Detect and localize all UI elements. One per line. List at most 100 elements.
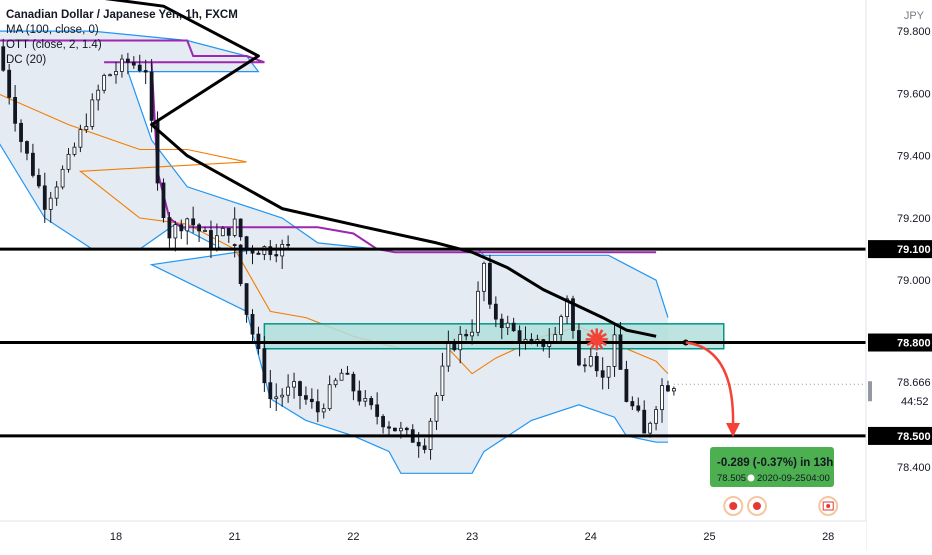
candle-body xyxy=(197,224,201,232)
candle-body xyxy=(108,74,112,77)
candle-body xyxy=(416,441,421,447)
candle-body xyxy=(262,348,267,384)
candle-body xyxy=(131,61,136,66)
projection-time-text: 04:00 xyxy=(806,473,830,484)
candle-body xyxy=(339,372,344,381)
projection-arrowhead-icon xyxy=(726,423,740,437)
chart-legend: Canadian Dollar / Japanese Yen, 1h, FXCM… xyxy=(6,8,238,68)
candle-body xyxy=(90,99,95,127)
candle-body xyxy=(238,244,243,285)
candle-body xyxy=(232,218,237,236)
ma-line xyxy=(104,0,657,338)
candle-body xyxy=(226,227,231,236)
symbol-title[interactable]: Canadian Dollar / Japanese Yen, 1h, FXCM xyxy=(6,9,238,21)
candle-body xyxy=(505,322,510,329)
candle-body xyxy=(351,373,356,392)
event-dot xyxy=(729,502,738,510)
candle-body xyxy=(387,426,391,429)
candle-body xyxy=(315,401,320,413)
candle-body xyxy=(256,252,261,255)
candle-body xyxy=(48,197,53,210)
candle-body xyxy=(434,395,439,422)
level-price-tag xyxy=(868,333,932,352)
candle-body xyxy=(173,224,178,239)
projection-box-bg xyxy=(710,447,834,487)
candle-body xyxy=(298,381,302,397)
candle-body xyxy=(363,398,368,402)
candle-body xyxy=(624,369,629,402)
price-tick-label: 78.400 xyxy=(897,462,931,474)
candle-body xyxy=(327,384,332,410)
candle-body xyxy=(612,334,617,367)
candle-body xyxy=(304,395,308,400)
candle-body xyxy=(422,445,427,450)
candle-body xyxy=(66,153,71,170)
countdown-label: 44:52 xyxy=(901,396,929,408)
time-axis-bg xyxy=(0,521,866,550)
candle-body xyxy=(493,303,498,320)
canada-flag-event-icon[interactable] xyxy=(818,496,839,516)
last-price-label: 78.666 xyxy=(897,377,931,389)
candle-body xyxy=(220,227,225,237)
candle-body xyxy=(333,379,338,386)
candle-body xyxy=(60,168,65,188)
price-tick-label: 79.800 xyxy=(897,26,931,38)
candle-body xyxy=(446,341,451,367)
ott-indicator-label[interactable]: OTT (close, 2, 1.4) xyxy=(6,39,102,51)
candle-body xyxy=(36,174,41,187)
time-tick-label: 23 xyxy=(466,531,478,543)
candle-body xyxy=(161,182,166,218)
candle-body xyxy=(671,388,676,392)
projection-box[interactable]: -0.289 (-0.37%) in 13h 78.505 2020-09-25 04… xyxy=(710,447,834,487)
candle-body xyxy=(309,398,314,403)
clock-icon xyxy=(747,474,755,482)
candle-body xyxy=(440,365,445,396)
ma-indicator-label[interactable]: MA (100, close, 0) xyxy=(6,24,99,36)
candle-body xyxy=(268,382,273,399)
candle-body xyxy=(375,404,380,417)
candle-body xyxy=(286,386,291,396)
candle-body xyxy=(280,394,285,398)
level-price-tag xyxy=(868,240,932,259)
price-tick-label: 79.000 xyxy=(897,275,931,287)
event-dot xyxy=(752,502,761,510)
candle-body xyxy=(511,322,516,332)
candle-body xyxy=(630,401,635,407)
candle-body xyxy=(606,365,611,378)
level-price-tag-text: 78.500 xyxy=(897,431,931,443)
candle-body xyxy=(96,89,101,101)
candle-body xyxy=(209,230,213,249)
dc-channel-fill xyxy=(0,31,668,474)
candle-body xyxy=(125,58,130,63)
time-tick-label: 18 xyxy=(110,531,122,543)
candle-body xyxy=(274,396,279,399)
candle-body xyxy=(191,218,196,226)
candle-body xyxy=(648,422,653,434)
candle-body xyxy=(499,318,504,329)
candle-body xyxy=(286,243,291,246)
candle-body xyxy=(393,427,397,432)
time-tick-label: 25 xyxy=(703,531,715,543)
candle-body xyxy=(13,96,18,124)
projection-date-text: 2020-09-25 xyxy=(757,473,806,484)
candle-body xyxy=(232,244,237,246)
candle-body xyxy=(268,246,273,255)
candle-body xyxy=(185,218,190,232)
economic-event-icon[interactable] xyxy=(746,496,767,516)
dc-lower-line xyxy=(0,143,668,474)
time-tick-label: 28 xyxy=(822,531,834,543)
candle-body xyxy=(482,262,486,292)
candle-body xyxy=(577,330,581,366)
dc-indicator-label[interactable]: DC (20) xyxy=(6,54,47,66)
level-price-tag-text: 79.100 xyxy=(897,244,931,256)
economic-event-icon[interactable] xyxy=(723,496,744,516)
price-tick-label: 79.600 xyxy=(897,88,931,100)
candle-body xyxy=(78,129,83,148)
candle-body xyxy=(553,334,558,343)
candle-body xyxy=(203,230,207,232)
candle-body xyxy=(214,235,219,249)
candle-body xyxy=(398,427,403,432)
time-tick-label: 24 xyxy=(585,531,597,543)
